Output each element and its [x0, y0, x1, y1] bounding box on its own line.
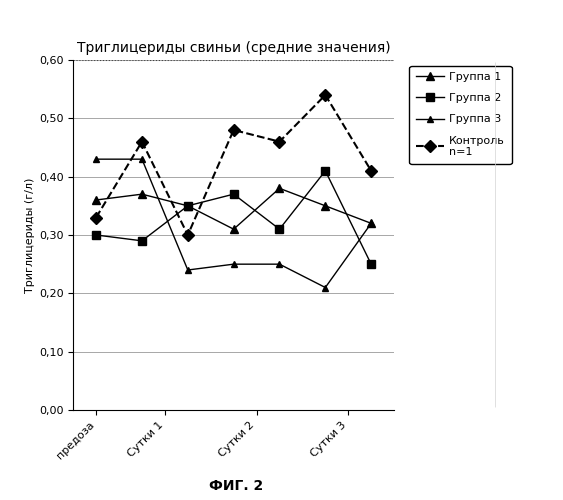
Группа 2	[93, 232, 100, 238]
Группа 2	[276, 226, 283, 232]
Группа 3	[230, 261, 237, 267]
Группа 3	[276, 261, 283, 267]
Контроль
n=1	[230, 127, 237, 133]
Line: Группа 1: Группа 1	[92, 184, 376, 234]
Контроль
n=1	[368, 168, 374, 174]
Группа 3	[368, 220, 374, 226]
Группа 1	[368, 220, 374, 226]
Контроль
n=1	[322, 92, 329, 98]
Line: Контроль
n=1: Контроль n=1	[92, 91, 376, 239]
Группа 2	[138, 238, 145, 244]
Line: Группа 2: Группа 2	[92, 166, 376, 268]
Контроль
n=1	[276, 138, 283, 144]
Группа 2	[368, 261, 374, 267]
Группа 1	[93, 197, 100, 203]
Группа 3	[322, 284, 329, 290]
Контроль
n=1	[185, 232, 191, 238]
Группа 2	[322, 168, 329, 174]
Группа 1	[138, 191, 145, 197]
Контроль
n=1	[138, 138, 145, 144]
Группа 2	[185, 203, 191, 209]
Legend: Группа 1, Группа 2, Группа 3, Контроль
n=1: Группа 1, Группа 2, Группа 3, Контроль n…	[409, 66, 512, 164]
Группа 3	[138, 156, 145, 162]
Контроль
n=1	[93, 214, 100, 220]
Группа 3	[185, 267, 191, 273]
Группа 1	[230, 226, 237, 232]
Группа 1	[185, 203, 191, 209]
Line: Группа 3: Группа 3	[93, 156, 374, 291]
Y-axis label: Триглицериды (г/л): Триглицериды (г/л)	[25, 178, 35, 292]
Группа 3	[93, 156, 100, 162]
Группа 1	[322, 203, 329, 209]
Text: ФИГ. 2: ФИГ. 2	[209, 479, 263, 493]
Title: Триглицериды свиньи (средние значения): Триглицериды свиньи (средние значения)	[77, 40, 391, 54]
Группа 1	[276, 186, 283, 192]
Группа 2	[230, 191, 237, 197]
